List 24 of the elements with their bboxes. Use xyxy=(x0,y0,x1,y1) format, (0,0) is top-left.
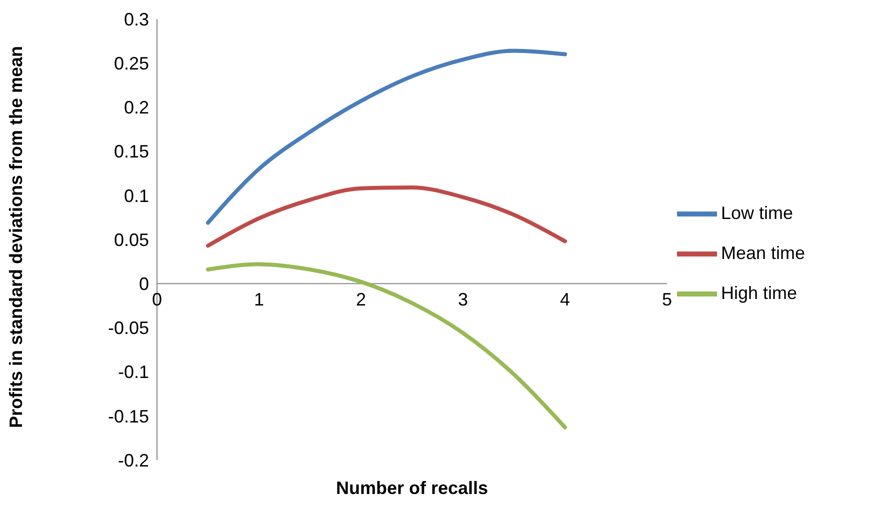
y-axis-title: Profits in standard deviations from the mean xyxy=(5,44,27,430)
line-series xyxy=(206,48,567,225)
y-tick-label: 0 xyxy=(138,274,149,294)
legend-label: Low time xyxy=(721,202,794,223)
x-tick-label: 5 xyxy=(662,290,672,310)
y-tick-label: -0.15 xyxy=(108,406,149,426)
x-tick-label: 0 xyxy=(152,290,162,310)
y-tick-label: -0.05 xyxy=(108,318,149,338)
legend-label: High time xyxy=(721,282,798,303)
x-tick-label: 2 xyxy=(356,290,366,310)
x-tick-label: 3 xyxy=(458,290,468,310)
y-tick-label: 0.25 xyxy=(114,53,149,74)
line-series xyxy=(206,185,567,248)
legend-label: Mean time xyxy=(721,242,806,263)
y-tick-label: 0.05 xyxy=(114,230,149,250)
x-tick-label: 4 xyxy=(560,290,570,310)
x-tick-label: 1 xyxy=(254,290,264,310)
y-tick-label: -0.1 xyxy=(118,362,149,382)
y-tick-label: 0.15 xyxy=(114,142,149,162)
y-tick-label: 0.3 xyxy=(124,9,149,30)
y-tick-label: 0.1 xyxy=(124,186,149,206)
y-tick-label: -0.2 xyxy=(118,450,149,470)
y-tick-label: 0.2 xyxy=(124,98,149,118)
x-axis-title: Number of recalls xyxy=(336,478,488,498)
